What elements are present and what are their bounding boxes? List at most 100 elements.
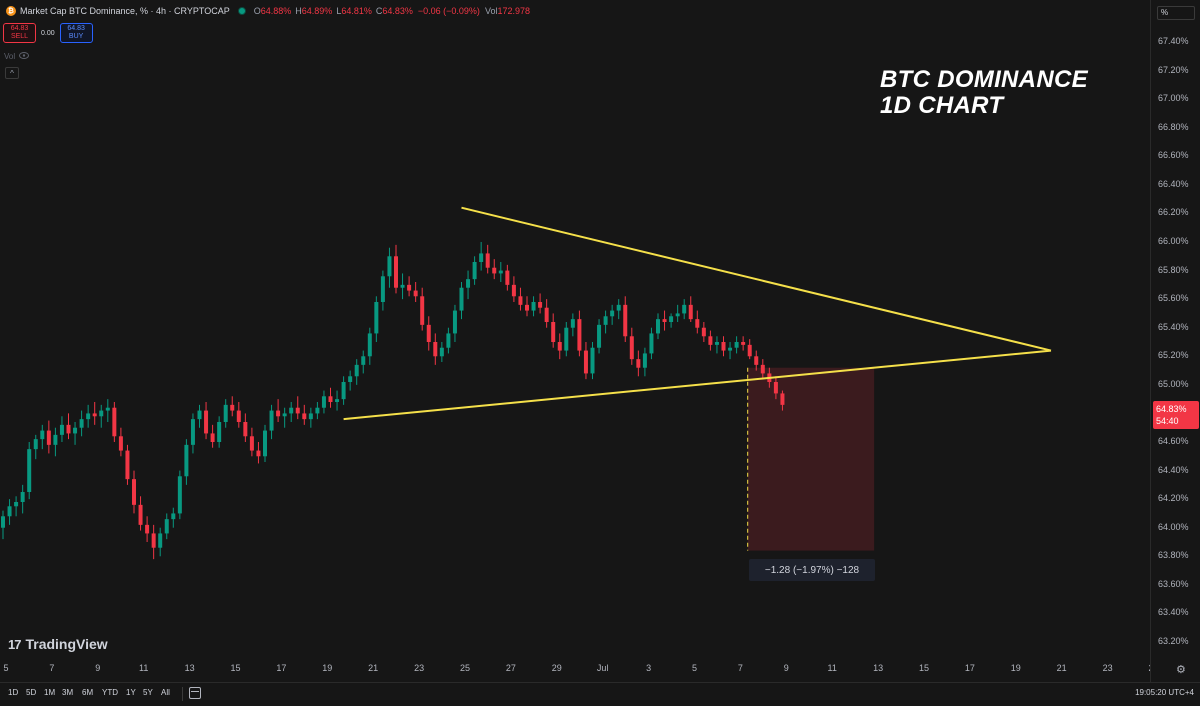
bar-countdown: 54:40	[1156, 416, 1179, 426]
date-tick: 21	[368, 663, 379, 673]
candle-body	[361, 356, 366, 365]
date-tick: 7	[49, 663, 55, 673]
candle-body	[662, 319, 667, 322]
sell-label: SELL	[10, 33, 29, 40]
calendar-icon[interactable]	[189, 687, 201, 699]
trendline-lower[interactable]	[343, 349, 1052, 421]
range-button-6m[interactable]: 6M	[82, 688, 94, 697]
candle-body	[164, 519, 169, 534]
candle-body	[557, 342, 562, 351]
candle-body	[269, 410, 274, 431]
range-button-5d[interactable]: 5D	[26, 688, 37, 697]
price-tick: 64.60%	[1158, 436, 1189, 446]
candle-body	[27, 449, 32, 492]
price-tick: 65.00%	[1158, 378, 1189, 389]
measure-label[interactable]: −1.28 (−1.97%) −128	[749, 559, 875, 581]
candle-body	[688, 304, 693, 320]
price-tick: 63.60%	[1158, 578, 1189, 589]
volume-indicator-legend[interactable]: Vol	[4, 52, 30, 61]
chart-pane[interactable]: ₿ Market Cap BTC Dominance, % · 4h · CRY…	[0, 0, 1159, 682]
range-button-ytd[interactable]: YTD	[102, 688, 118, 697]
candle-body	[446, 333, 451, 348]
candle-body	[538, 302, 543, 308]
date-tick: 29	[551, 663, 562, 673]
range-button-3m[interactable]: 3M	[62, 688, 74, 697]
candle-body	[701, 327, 706, 337]
collapse-legend-button[interactable]: ^	[5, 67, 19, 79]
price-tick: 66.40%	[1158, 178, 1189, 189]
candle-body	[112, 407, 117, 437]
candle-body	[636, 359, 641, 368]
date-tick: 25	[459, 663, 471, 673]
date-tick: 17	[964, 663, 975, 673]
symbol-legend: ₿ Market Cap BTC Dominance, % · 4h · CRY…	[6, 6, 530, 16]
candle-body	[597, 324, 602, 348]
candle-body	[321, 396, 326, 408]
ohlc-open-value: 64.88%	[260, 6, 292, 16]
price-tick: 67.00%	[1158, 93, 1189, 104]
measure-box[interactable]	[747, 367, 875, 551]
sell-button[interactable]: 64.83 SELL	[3, 23, 36, 43]
candle-body	[394, 256, 398, 288]
candle-body	[276, 410, 281, 417]
buy-button[interactable]: 64.83 BUY	[59, 23, 93, 43]
candle-body	[263, 430, 267, 457]
candle-body	[760, 364, 765, 374]
candle-body	[459, 287, 464, 311]
date-tick: 5	[691, 663, 698, 673]
candle-body	[46, 430, 51, 445]
date-tick: 13	[184, 663, 195, 673]
range-button-5y[interactable]: 5Y	[143, 688, 153, 697]
date-tick: 19	[1010, 663, 1021, 673]
trendline-upper[interactable]	[461, 206, 1052, 352]
tradingview-logo[interactable]: 17 TradingView	[8, 636, 108, 652]
candle-body	[348, 376, 353, 382]
candle-body	[204, 410, 209, 434]
candle-body	[302, 413, 307, 420]
candle-body	[367, 333, 372, 357]
chevron-up-icon: ^	[10, 68, 14, 78]
eye-icon[interactable]	[19, 52, 30, 61]
candle-body	[374, 302, 379, 334]
candle-body	[400, 284, 405, 288]
buy-price: 64.83	[67, 25, 85, 32]
candle-body	[669, 316, 674, 322]
candle-body	[551, 322, 556, 342]
clock[interactable]: 19:05:20 UTC+4	[1135, 688, 1194, 697]
range-button-1m[interactable]: 1M	[44, 688, 56, 697]
price-tick: 66.20%	[1158, 207, 1189, 218]
candle-body	[184, 444, 189, 477]
date-tick: 9	[95, 663, 101, 673]
date-tick: 23	[414, 663, 425, 673]
candle-body	[485, 253, 490, 268]
chart-annotation[interactable]: BTC DOMINANCE 1D CHART	[880, 67, 1088, 119]
candle-body	[40, 430, 45, 440]
candle-body	[518, 296, 523, 305]
price-axis[interactable]: % 67.40% 67.20% 67.00% 66.80% 66.60% 66.40% 66…	[1150, 0, 1200, 682]
candle-body	[86, 413, 91, 420]
market-status-icon[interactable]	[237, 7, 246, 15]
candle-body	[492, 267, 497, 274]
date-tick: 7	[737, 663, 743, 673]
current-price-label: 64.83% 54:40	[1153, 401, 1199, 429]
candle-body	[59, 424, 64, 435]
range-button-1d[interactable]: 1D	[8, 688, 19, 697]
ohlc-close-key: C	[375, 6, 383, 16]
price-tick: 63.20%	[1158, 636, 1189, 646]
candle-body	[472, 262, 477, 280]
date-tick: 3	[646, 663, 652, 673]
candle-body	[505, 270, 510, 285]
price-chart[interactable]	[0, 0, 1150, 682]
price-tick: 64.20%	[1158, 493, 1189, 504]
scale-unit-box[interactable]: %	[1157, 6, 1195, 20]
range-button-1y[interactable]: 1Y	[126, 688, 136, 697]
date-tick: 19	[322, 663, 333, 673]
candle-body	[177, 476, 182, 514]
price-tick: 65.80%	[1158, 264, 1189, 275]
candle-body	[92, 413, 97, 417]
candle-body	[747, 344, 752, 357]
gear-icon[interactable]: ⚙	[1176, 664, 1186, 676]
range-button-all[interactable]: All	[161, 688, 170, 697]
symbol-title[interactable]: Market Cap BTC Dominance, % · 4h · CRYPT…	[20, 6, 230, 16]
candle-body	[20, 492, 25, 502]
